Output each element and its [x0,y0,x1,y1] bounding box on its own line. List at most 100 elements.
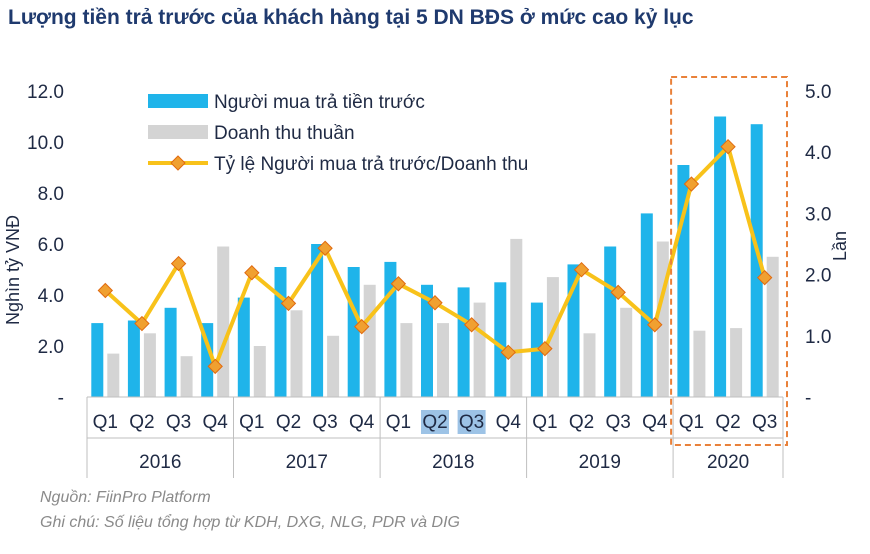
revenue-bar-8 [363,284,376,397]
prepayment-bar-18 [714,116,727,397]
year-label-2020: 2020 [707,452,749,473]
ratio-marker-14 [573,261,590,278]
y-right-tick-label: - [805,388,811,409]
revenue-bar-3 [180,356,193,397]
revenue-bar-12 [510,238,523,397]
ratio-marker-8 [354,318,370,335]
year-label-2017: 2017 [286,452,328,473]
revenue-bar-4 [217,246,230,397]
revenue-bar-15 [620,307,633,398]
source-note: Nguồn: FiinPro Platform [40,489,211,506]
y-right-axis-label: Lần [830,231,850,261]
legend-swatch-prepayment [148,94,208,108]
quarter-label-2: Q2 [129,412,154,433]
revenue-bar-19 [766,256,779,398]
prepayment-bar-6 [274,267,287,397]
prepayment-bar-4 [201,323,214,397]
revenue-bar-16 [656,241,669,397]
quarter-label-13: Q1 [532,412,557,433]
quarter-label-3: Q3 [166,412,191,433]
legend-swatch-ratio-marker [170,155,186,171]
quarter-label-15: Q3 [606,412,631,433]
ratio-marker-1 [97,282,114,299]
quarter-label-5: Q1 [239,412,264,433]
prepayment-bar-8 [347,267,360,397]
revenue-bar-13 [546,277,559,397]
ratio-marker-12 [500,344,516,361]
revenue-bar-2 [143,333,156,398]
legend: Người mua trả tiền trước Doanh thu thuần T… [148,92,528,175]
year-label-2019: 2019 [579,452,621,473]
revenue-bar-17 [693,330,706,397]
ratio-line-layer [97,138,773,375]
legend-label-2: Doanh thu thuần [214,123,355,144]
prepayment-bar-3 [164,307,177,398]
ratio-marker-5 [244,265,260,281]
ratio-marker-11 [463,317,480,333]
data-note: Ghi chú: Số liệu tổng hợp từ KDH, DXG, N… [40,514,460,531]
quarter-label-7: Q3 [312,412,337,433]
quarter-label-17: Q1 [679,412,704,433]
prepayment-bar-11 [457,287,470,397]
y-right-tick-label: 3.0 [805,204,831,225]
quarter-label-10: Q2 [422,412,447,433]
revenue-bar-7 [327,335,340,397]
quarter-label-18: Q2 [715,412,740,433]
ratio-marker-13 [537,340,553,357]
ratio-marker-15 [610,284,626,301]
y-left-tick-label: 4.0 [38,286,64,307]
ratio-marker-4 [207,358,223,375]
highlight-box-2020 [670,76,788,446]
quarter-label-11: Q3 [459,412,484,433]
quarter-label-9: Q1 [386,412,411,433]
ratio-marker-6 [280,295,297,312]
legend-label-1: Người mua trả tiền trước [214,92,425,113]
revenue-bar-9 [400,323,413,397]
quarter-label-highlight [421,410,449,434]
quarter-label-4: Q4 [203,412,229,433]
ratio-marker-18 [720,138,736,155]
ratio-marker-2 [134,315,150,332]
chart-title: Lượng tiền trả trước của khách hàng tại … [8,6,694,29]
prepayment-bar-5 [237,297,250,397]
revenue-bar-5 [253,346,266,397]
ratio-marker-7 [317,240,333,256]
prepayment-bar-2 [127,320,140,397]
year-label-2016: 2016 [139,452,181,473]
y-right-tick-label: 1.0 [805,327,831,348]
legend-label-3: Tỷ lệ Người mua trả trước/Doanh thu [214,154,528,175]
ratio-marker-3 [170,255,187,272]
ratio-marker-10 [427,295,443,311]
quarter-label-14: Q2 [569,412,594,433]
ratio-marker-19 [756,269,773,286]
quarter-label-8: Q4 [349,412,375,433]
prepayment-bar-12 [494,282,507,398]
quarter-label-1: Q1 [93,412,118,433]
y-right-tick-label: 5.0 [805,82,831,103]
quarter-label-highlight [457,410,486,434]
y-left-tick-label: 10.0 [27,133,64,154]
revenue-bar-10 [437,323,449,397]
prepayment-bar-19 [750,124,763,397]
y-left-tick-label: 12.0 [27,82,64,103]
y-right-tick-label: 4.0 [805,143,831,164]
revenue-bar-14 [583,333,596,398]
revenue-bar-18 [730,328,743,397]
prepayment-bar-10 [421,284,433,397]
ratio-marker-9 [390,276,407,292]
y-left-tick-label: - [58,388,64,409]
ratio-marker-17 [683,176,700,192]
revenue-bar-11 [473,302,486,397]
y-left-tick-label: 2.0 [38,337,64,358]
year-label-2018: 2018 [432,452,474,473]
prepayment-bar-7 [311,244,324,397]
quarter-label-6: Q2 [276,412,301,433]
y-left-tick-label: 6.0 [38,235,64,256]
legend-swatch-revenue [148,125,208,139]
quarter-label-16: Q4 [642,412,668,433]
revenue-bar-6 [290,310,303,397]
prepayment-bar-15 [604,246,617,397]
y-left-axis-label: Nghìn tỷ VNĐ [3,215,23,325]
ratio-marker-16 [647,317,663,333]
prepayment-bar-16 [640,213,653,397]
